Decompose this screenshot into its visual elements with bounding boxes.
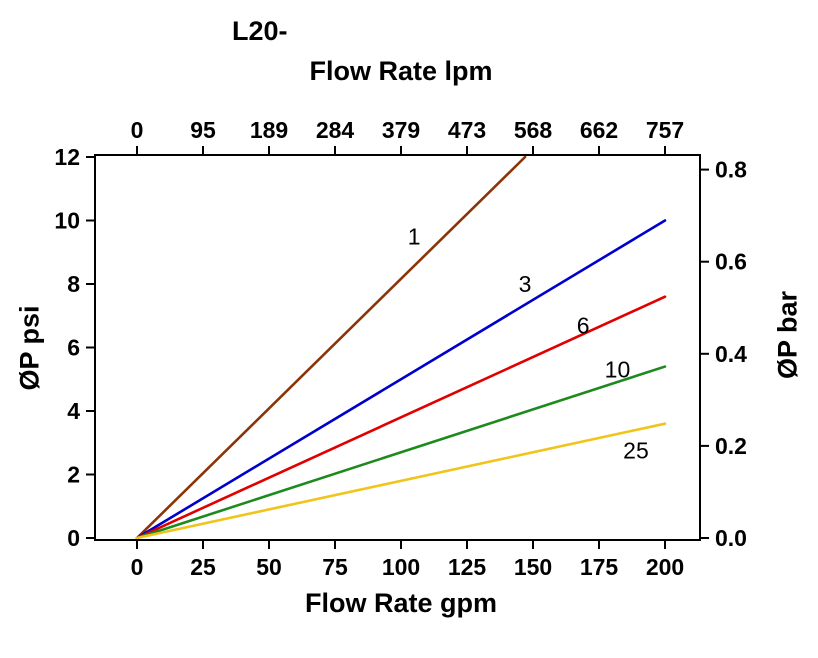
top-axis-tick-label: 568 (514, 117, 553, 143)
bottom-axis-tick-label: 125 (448, 554, 487, 580)
left-axis-tick-label: 0 (67, 525, 80, 551)
series-label-10: 10 (605, 357, 631, 383)
left-axis-tick-label: 8 (67, 271, 80, 297)
bottom-axis-title: Flow Rate gpm (304, 588, 498, 618)
left-axis-tick-label: 12 (54, 144, 80, 170)
series-label-3: 3 (519, 271, 532, 297)
series-line-6 (135, 295, 667, 539)
top-axis-tick-label: 757 (646, 117, 684, 143)
top-axis-tick-label: 0 (131, 117, 144, 143)
series-line-3 (135, 219, 667, 539)
right-axis-tick-label: 0.2 (715, 433, 747, 459)
top-axis-tick-label: 95 (190, 117, 216, 143)
bottom-axis-tick-label: 200 (646, 554, 684, 580)
left-axis-title: ØP psi (14, 305, 45, 391)
bottom-axis-tick-label: 50 (256, 554, 282, 580)
right-axis-title: ØP bar (772, 290, 803, 380)
right-axis-tick-label: 0.4 (715, 341, 747, 367)
right-axis-tick-label: 0.6 (715, 249, 747, 275)
right-axis-tick-label: 0.8 (715, 157, 747, 183)
bottom-axis-tick-label: 150 (514, 554, 552, 580)
left-axis-tick-label: 10 (54, 208, 80, 234)
right-axis-tick-label: 0.0 (715, 525, 747, 551)
top-axis-title: Flow Rate lpm (309, 56, 493, 86)
top-axis-tick-label: 189 (250, 117, 288, 143)
series-label-1: 1 (408, 223, 421, 249)
top-axis-tick-label: 284 (316, 117, 355, 143)
bottom-axis-tick-label: 75 (322, 554, 348, 580)
left-axis-tick-label: 2 (67, 462, 80, 488)
series-line-10 (135, 365, 667, 539)
top-axis-tick-label: 473 (448, 117, 486, 143)
series-label-25: 25 (623, 438, 649, 464)
left-axis-tick-label: 6 (67, 335, 80, 361)
bottom-axis-tick-label: 0 (131, 554, 144, 580)
bottom-axis-tick-label: 175 (580, 554, 619, 580)
chart-title: L20- (232, 16, 288, 46)
left-axis-tick-label: 4 (67, 398, 80, 424)
bottom-axis-tick-label: 100 (382, 554, 420, 580)
series-line-25 (135, 422, 667, 539)
bottom-axis-tick-label: 25 (190, 554, 216, 580)
series-label-6: 6 (577, 312, 590, 338)
top-axis-tick-label: 662 (580, 117, 618, 143)
top-axis-tick-label: 379 (382, 117, 420, 143)
series-line-1 (135, 156, 527, 539)
